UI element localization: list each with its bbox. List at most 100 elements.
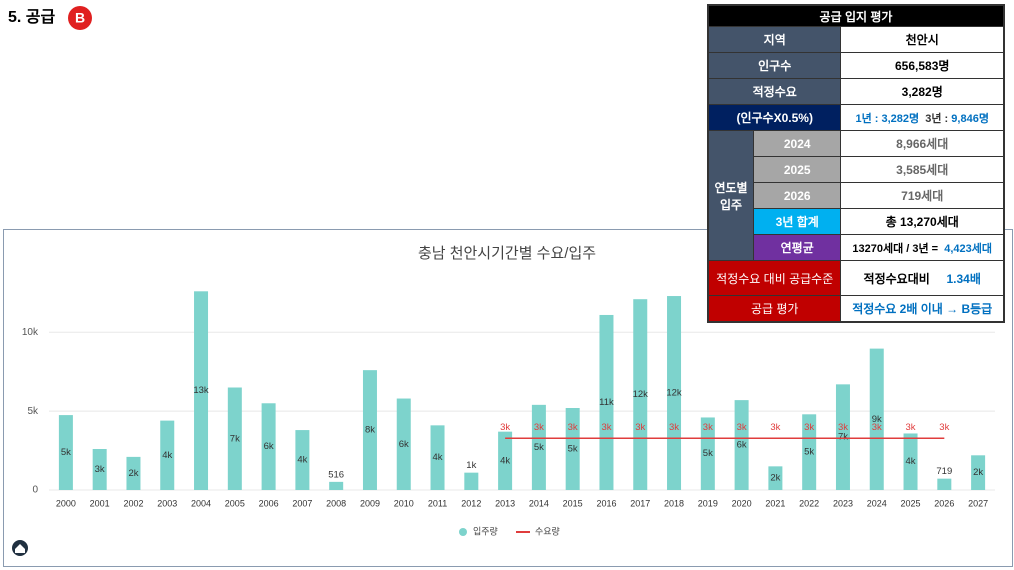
evaluation-table: 공급 입지 평가 지역 천안시 인구수 656,583명 적정수요 3,282명 (인…	[707, 5, 1004, 322]
bar	[329, 481, 344, 490]
x-tick-label: 2005	[225, 498, 245, 508]
bar-value-label: 7k	[230, 433, 240, 444]
row-label: 2026	[752, 182, 842, 209]
x-tick-label: 2001	[90, 498, 110, 508]
cell: 8,966세대	[840, 130, 1004, 157]
x-tick-label: 2014	[529, 498, 549, 508]
y-tick-label: 10k	[22, 327, 39, 338]
line-value-label: 3k	[534, 422, 544, 433]
bar	[92, 449, 107, 490]
bar-value-label: 12k	[666, 388, 682, 399]
text: 3,282명	[881, 112, 920, 125]
x-tick-label: 2021	[765, 498, 785, 508]
cell: 적정수요 2배 이내 → B등급	[840, 295, 1004, 322]
bar	[768, 466, 783, 490]
line-value-label: 3k	[500, 422, 510, 433]
bar	[531, 404, 546, 490]
bar	[734, 400, 749, 490]
bar-value-label: 4k	[906, 456, 916, 467]
x-tick-label: 2013	[495, 498, 515, 508]
row-label: (인구수X0.5%)	[707, 104, 842, 131]
bar-value-label: 12k	[633, 389, 649, 400]
x-tick-label: 2003	[157, 498, 177, 508]
legend-label: 입주량	[473, 525, 498, 536]
x-tick-label: 2025	[901, 498, 921, 508]
group-label: 연도별 입주	[708, 130, 754, 261]
bar-value-label: 11k	[599, 397, 614, 408]
line-value-label: 3k	[804, 422, 814, 433]
bar-value-label: 4k	[500, 455, 510, 466]
cell: 656,583명	[840, 52, 1004, 79]
chart-frame	[3, 229, 1013, 567]
cell: 3,585세대	[840, 156, 1004, 183]
x-tick-label: 2024	[867, 498, 887, 508]
x-tick-label: 2015	[563, 498, 583, 508]
text: 9,846명	[951, 112, 989, 125]
bar	[464, 472, 479, 490]
bar-value-label: 5k	[703, 448, 713, 459]
bar	[160, 420, 175, 490]
bar	[633, 299, 648, 490]
bar	[869, 348, 884, 490]
bar	[971, 455, 986, 490]
row-label: 2024	[752, 130, 842, 157]
grade: B	[75, 10, 85, 26]
page-title: 5. 공급	[8, 8, 56, 26]
x-tick-label: 2009	[360, 498, 380, 508]
cell: 1년 : 3,282명 3년 : 9,846명	[840, 104, 1004, 131]
home-icon-glyph	[15, 544, 25, 553]
x-tick-label: 2019	[698, 498, 718, 508]
x-tick-label: 2000	[56, 498, 76, 508]
bar-value-label: 2k	[128, 468, 138, 479]
table-title: 공급 입지 평가	[708, 5, 1004, 27]
line-value-label: 3k	[703, 422, 713, 433]
bar-value-label: 2k	[973, 467, 983, 478]
bar-value-label: 5k	[534, 442, 544, 453]
bar-value-label: 6k	[399, 439, 409, 450]
cell: 적정수요대비 1.34배	[840, 260, 1004, 296]
row-label: 3년 합계	[752, 208, 842, 235]
bar-value-label: 4k	[297, 455, 307, 466]
bar-value-label: 719	[936, 466, 952, 477]
bar	[194, 291, 209, 490]
line-value-label: 3k	[872, 422, 882, 433]
bar	[362, 370, 377, 490]
row-label: 지역	[707, 26, 842, 53]
bar-value-label: 7k	[838, 432, 848, 443]
bar-value-label: 4k	[433, 452, 443, 463]
bar-value-label: 5k	[568, 444, 578, 455]
x-tick-label: 2017	[630, 498, 650, 508]
grade-badge	[68, 6, 92, 30]
bar	[261, 403, 276, 490]
bar-value-label: 6k	[264, 441, 274, 452]
bar-value-label: 5k	[804, 447, 814, 458]
text: 3년 :	[925, 112, 949, 125]
x-tick-label: 2020	[732, 498, 752, 508]
bar	[58, 415, 73, 490]
x-tick-label: 2026	[934, 498, 954, 508]
text: 1년 :	[855, 112, 879, 125]
text: 4,423세대	[944, 242, 993, 255]
x-tick-label: 2023	[833, 498, 853, 508]
bar	[667, 296, 682, 490]
bar	[126, 456, 141, 490]
cell: 719세대	[840, 182, 1004, 209]
cell: 3,282명	[840, 78, 1004, 105]
x-tick-label: 2008	[326, 498, 346, 508]
x-tick-label: 2027	[968, 498, 988, 508]
bar-value-label: 4k	[162, 450, 172, 461]
bar	[937, 478, 952, 490]
row-label: 적정수요 대비 공급수준	[707, 260, 842, 296]
cell: 총 13,270세대	[840, 208, 1004, 235]
bar-value-label: 2k	[770, 473, 780, 484]
x-tick-label: 2012	[461, 498, 481, 508]
row-label: 연평균	[752, 234, 842, 261]
y-tick-label: 0	[32, 485, 38, 496]
cell: 13270세대 / 3년 = 4,423세대	[840, 234, 1004, 261]
cell: 천안시	[840, 26, 1004, 53]
bar	[430, 425, 445, 490]
bar	[227, 387, 242, 490]
line-value-label: 3k	[669, 422, 679, 433]
bar-value-label: 6k	[737, 440, 747, 451]
legend-swatch	[459, 528, 467, 536]
